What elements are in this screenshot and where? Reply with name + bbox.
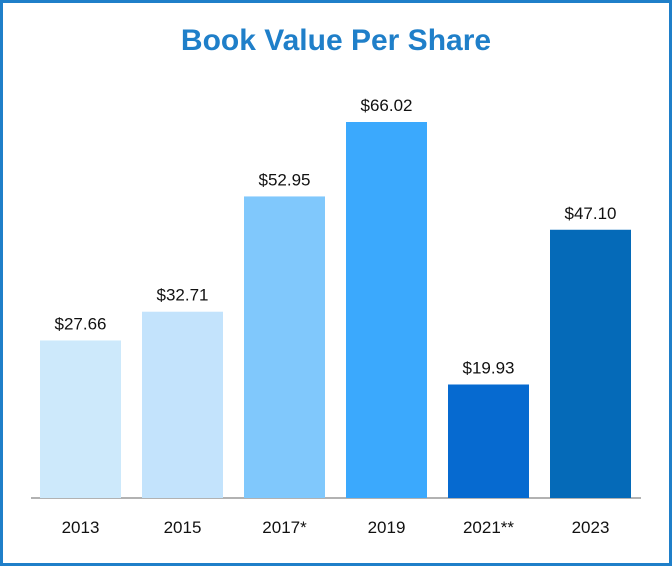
bar-2017* (244, 196, 325, 499)
x-tick-label: 2015 (164, 518, 202, 537)
bar-2019 (346, 122, 427, 498)
value-label: $19.93 (463, 358, 515, 377)
bar-2023 (550, 229, 631, 498)
x-tick-label: 2019 (368, 518, 406, 537)
value-label: $27.66 (55, 314, 107, 333)
value-label: $32.71 (157, 286, 209, 305)
bars-group (40, 122, 631, 499)
value-label: $52.95 (259, 170, 311, 189)
value-label: $66.02 (361, 96, 413, 115)
value-label: $47.10 (565, 204, 617, 223)
x-tick-label: 2017* (262, 518, 307, 537)
value-labels-group: $27.66 $32.71 $52.95 $66.02 $19.93 $47.10 (55, 96, 617, 377)
chart-title: Book Value Per Share (180, 24, 492, 57)
bar-2021** (448, 384, 529, 498)
bar-2013 (40, 340, 121, 498)
x-tick-label: 2013 (62, 518, 100, 537)
x-tick-label: 2023 (572, 518, 610, 537)
bar-2015 (142, 311, 223, 498)
x-tick-label: 2021** (463, 518, 514, 537)
tick-labels-group: 2013 2015 2017* 2019 2021** 2023 (62, 518, 610, 537)
